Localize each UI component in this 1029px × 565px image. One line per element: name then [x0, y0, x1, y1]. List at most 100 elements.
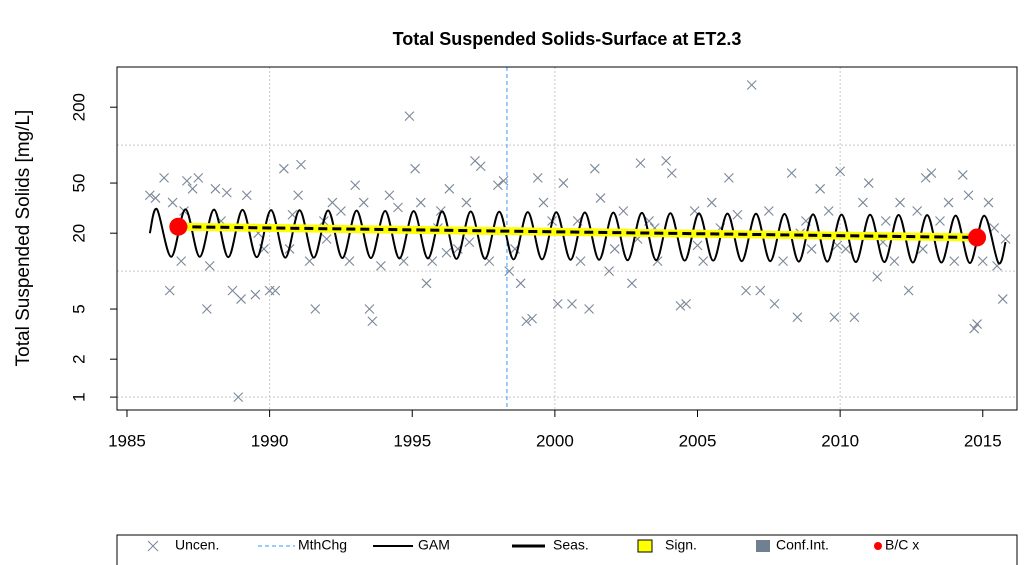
data-point — [367, 316, 378, 327]
data-point — [763, 206, 774, 216]
data-point — [441, 247, 452, 258]
data-point — [1000, 234, 1011, 244]
data-point — [421, 278, 432, 289]
data-point — [903, 285, 914, 296]
data-point — [957, 170, 968, 180]
data-point — [461, 197, 472, 208]
data-point — [912, 206, 923, 216]
legend-label: Seas. — [553, 537, 589, 553]
data-point — [167, 197, 178, 208]
data-point — [375, 261, 386, 271]
data-point — [278, 163, 289, 174]
legend-box — [116, 534, 1018, 565]
data-point — [778, 256, 788, 267]
x-tick-label: 1995 — [393, 431, 431, 450]
data-point — [741, 285, 751, 296]
y-tick-label: 200 — [69, 93, 88, 121]
data-point — [863, 178, 874, 188]
data-point — [227, 285, 238, 296]
legend-label: Uncen. — [175, 537, 219, 553]
data-point — [150, 193, 161, 203]
data-point — [164, 285, 175, 296]
data-point — [558, 178, 569, 188]
legend-label: B/C x — [885, 537, 919, 553]
data-point — [515, 278, 526, 289]
data-point — [350, 180, 361, 191]
data-point — [464, 237, 475, 247]
seasonal-trend-line — [178, 225, 978, 239]
data-point — [746, 80, 757, 90]
data-point — [595, 193, 606, 203]
data-point — [321, 234, 332, 244]
data-point — [609, 244, 620, 254]
data-point — [858, 197, 868, 208]
x-tick-label: 2010 — [821, 431, 859, 450]
data-point — [236, 294, 246, 304]
data-point — [210, 183, 221, 194]
data-point — [840, 244, 851, 254]
x-tick-label: 2005 — [679, 431, 717, 450]
x-tick-label: 1990 — [251, 431, 289, 450]
data-point — [204, 261, 215, 271]
data-point — [806, 244, 817, 254]
plot-frame — [116, 66, 1018, 411]
data-point — [943, 197, 954, 208]
legend-label: MthChg — [298, 537, 347, 553]
data-point — [444, 183, 455, 194]
data-point — [815, 183, 826, 194]
data-point — [159, 172, 169, 183]
data-point — [344, 256, 355, 267]
data-point — [823, 206, 834, 216]
data-point — [504, 266, 515, 277]
data-point — [310, 304, 321, 314]
y-tick-label: 20 — [69, 224, 88, 243]
x-tick-label: 1985 — [108, 431, 146, 450]
data-point — [221, 187, 232, 198]
y-tick-label: 2 — [69, 354, 88, 363]
data-point — [627, 278, 637, 289]
data-point — [698, 256, 709, 267]
data-point — [692, 240, 703, 251]
data-point — [604, 266, 614, 277]
data-point — [336, 206, 346, 216]
y-axis-label: Total Suspended Solids [mg/L] — [13, 110, 34, 367]
data-point — [723, 172, 734, 183]
data-point — [786, 168, 797, 178]
data-point — [304, 256, 315, 267]
bc-point — [968, 228, 987, 247]
data-point — [193, 172, 204, 183]
data-point — [538, 197, 549, 208]
data-point — [829, 312, 840, 323]
data-point — [475, 161, 486, 172]
data-point — [755, 285, 766, 296]
data-point — [661, 155, 672, 166]
data-point — [666, 168, 677, 178]
data-point — [270, 285, 281, 296]
data-point — [792, 312, 803, 323]
y-tick-label: 1 — [69, 392, 88, 401]
data-point — [250, 289, 261, 300]
legend-symbol — [637, 539, 653, 553]
data-point — [393, 202, 403, 213]
data-point — [575, 256, 586, 267]
gam-line — [148, 207, 1007, 265]
data-point — [492, 180, 503, 191]
legend-symbol — [874, 542, 882, 550]
data-point — [769, 298, 780, 309]
chart-title: Total Suspended Solids-Surface at ET2.3 — [393, 29, 742, 49]
y-tick-label: 5 — [69, 304, 88, 313]
data-point — [681, 298, 691, 309]
x-tick-label: 2000 — [536, 431, 574, 450]
data-point — [706, 197, 717, 208]
data-point — [926, 168, 937, 178]
data-point — [404, 111, 415, 121]
data-point — [977, 256, 988, 267]
data-point — [917, 244, 928, 254]
data-point — [935, 216, 945, 226]
data-point — [635, 158, 646, 168]
data-point — [187, 183, 198, 194]
data-point — [532, 172, 543, 183]
data-point — [521, 316, 532, 327]
legend-symbol — [756, 540, 770, 552]
